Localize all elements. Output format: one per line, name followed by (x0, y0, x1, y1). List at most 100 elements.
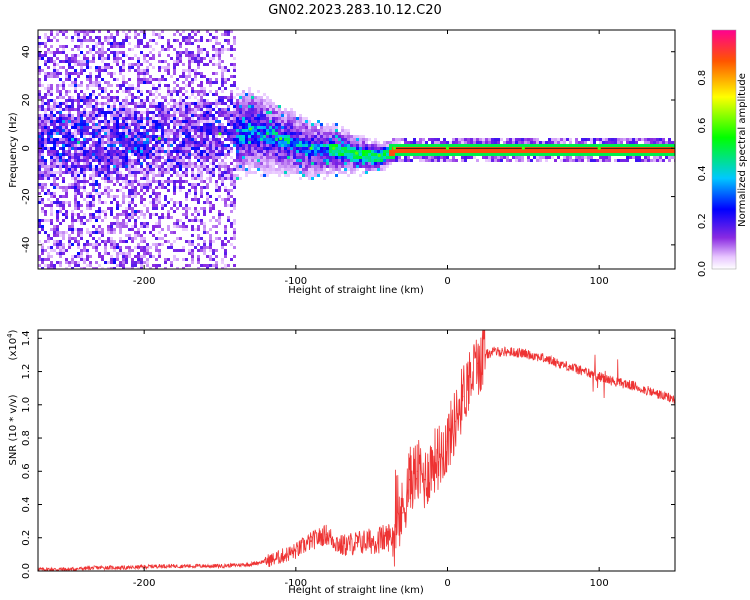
spectrogram-cell (230, 237, 233, 240)
spectrogram-cell (128, 132, 131, 135)
ridge-point (355, 152, 358, 155)
spectrogram-cell (71, 255, 74, 258)
spectrogram-cell (482, 141, 485, 144)
spectrogram-cell (218, 114, 221, 117)
spectrogram-cell (263, 105, 266, 108)
spectrogram-cell (158, 216, 161, 219)
spectrogram-cell (170, 153, 173, 156)
spectrogram-cell (149, 78, 152, 81)
spectrogram-cell (140, 168, 143, 171)
spectrogram-cell (407, 153, 410, 156)
spectrogram-cell (149, 195, 152, 198)
spectrogram-cell (74, 63, 77, 66)
spectrogram-cell (80, 132, 83, 135)
spectrogram-cell (287, 111, 290, 114)
spectrogram-cell (227, 144, 230, 147)
spectrogram-cell (41, 171, 44, 174)
spectrogram-cell (92, 204, 95, 207)
spectrogram-cell (617, 153, 620, 156)
spectrogram-cell (233, 246, 236, 249)
spectrogram-cell (656, 156, 659, 159)
snr-point (416, 470, 418, 472)
spectrogram-cell (71, 147, 74, 150)
spectrogram-cell (188, 105, 191, 108)
spectrogram-cell (206, 129, 209, 132)
spectrogram-cell (251, 120, 254, 123)
spectrogram-cell (407, 156, 410, 159)
spectrogram-cell (281, 144, 284, 147)
spectrogram-cell (86, 66, 89, 69)
spectrogram-cell (317, 147, 320, 150)
spectrogram-cell (161, 135, 164, 138)
spectrogram-cell (284, 147, 287, 150)
spectrogram-cell (107, 195, 110, 198)
spectrogram-cell (212, 129, 215, 132)
spectrogram-cell (80, 42, 83, 45)
spectrogram-cell (80, 144, 83, 147)
spectrogram-cell (434, 144, 437, 147)
spectrogram-cell (332, 141, 335, 144)
spectrogram-cell (146, 207, 149, 210)
spectrogram-cell (266, 168, 269, 171)
spectrogram-cell (173, 258, 176, 261)
spectrogram-cell (323, 144, 326, 147)
spectrogram-cell (233, 75, 236, 78)
spectrogram-cell (224, 129, 227, 132)
spectrogram-cell (665, 144, 668, 147)
spectrogram-cell (122, 60, 125, 63)
spectrogram-cell (236, 165, 239, 168)
spectrogram-cell (86, 96, 89, 99)
spectrogram-cell (302, 156, 305, 159)
spectrogram-cell (386, 153, 389, 156)
spectrogram-cell (95, 180, 98, 183)
spectrogram-cell (131, 111, 134, 114)
spectrogram-cell (140, 147, 143, 150)
spectrogram-cell (50, 132, 53, 135)
spectrogram-cell (74, 168, 77, 171)
spectrogram-cell (209, 210, 212, 213)
spectrogram-cell (119, 204, 122, 207)
spectrogram-cell (113, 144, 116, 147)
spectrogram-cell (272, 162, 275, 165)
spectrogram-cell (365, 162, 368, 165)
spectrogram-cell (635, 156, 638, 159)
spectrogram-cell (134, 117, 137, 120)
spectrogram-cell (194, 102, 197, 105)
spectrogram-cell (167, 39, 170, 42)
spectrogram-cell (149, 135, 152, 138)
spectrogram-cell (47, 234, 50, 237)
spectrogram-cell (236, 87, 239, 90)
spectrogram-cell (137, 78, 140, 81)
spectrogram-cell (383, 162, 386, 165)
spectrogram-cell (131, 150, 134, 153)
spectrogram-cell (158, 201, 161, 204)
spectrogram-cell (239, 141, 242, 144)
spectrogram-cell (131, 162, 134, 165)
spectrogram-cell (215, 264, 218, 267)
spectrogram-cell (68, 186, 71, 189)
spectrogram-cell (128, 162, 131, 165)
spectrogram-cell (203, 156, 206, 159)
spectrogram-cell (191, 78, 194, 81)
spectrogram-cell (146, 120, 149, 123)
spectrogram-cell (332, 150, 335, 153)
spectrogram-cell (185, 240, 188, 243)
spectrogram-cell (167, 150, 170, 153)
spectrogram-cell (110, 231, 113, 234)
spectrogram-cell (284, 174, 287, 177)
spectrogram-cell (125, 117, 128, 120)
spectrogram-cell (353, 156, 356, 159)
spectrogram-cell (209, 78, 212, 81)
spectrogram-cell (209, 264, 212, 267)
spectrogram-cell (50, 159, 53, 162)
spectrogram-cell (215, 147, 218, 150)
spectrogram-cell (98, 186, 101, 189)
spectrogram-cell (182, 108, 185, 111)
spectrogram-cell (80, 72, 83, 75)
spectrogram-cell (236, 102, 239, 105)
spectrogram-cell (230, 177, 233, 180)
spectrogram-cell (107, 171, 110, 174)
spectrogram-cell (404, 138, 407, 141)
spectrogram-cell (80, 255, 83, 258)
spectrogram-cell (200, 87, 203, 90)
